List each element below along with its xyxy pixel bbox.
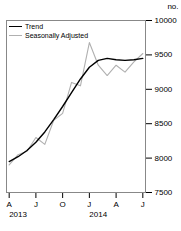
svg-text:9000: 9000 xyxy=(155,85,173,94)
svg-text:2013: 2013 xyxy=(9,210,27,219)
svg-text:10000: 10000 xyxy=(155,16,178,25)
svg-text:A: A xyxy=(7,200,13,209)
svg-text:O: O xyxy=(60,200,66,209)
html-text:Seasonally Adjusted: Seasonally Adjusted xyxy=(25,32,88,39)
svg-text:no.: no. xyxy=(167,2,178,11)
svg-text:9500: 9500 xyxy=(155,50,173,59)
html-text:Trend: Trend xyxy=(25,23,43,30)
svg-text:8500: 8500 xyxy=(155,119,173,128)
svg-text:J: J xyxy=(34,200,38,209)
svg-text:7500: 7500 xyxy=(155,188,173,197)
svg-text:8000: 8000 xyxy=(155,154,173,163)
svg-text:J: J xyxy=(87,200,91,209)
svg-text:2014: 2014 xyxy=(89,210,107,219)
svg-text:J: J xyxy=(141,200,145,209)
svg-text:A: A xyxy=(113,200,119,209)
